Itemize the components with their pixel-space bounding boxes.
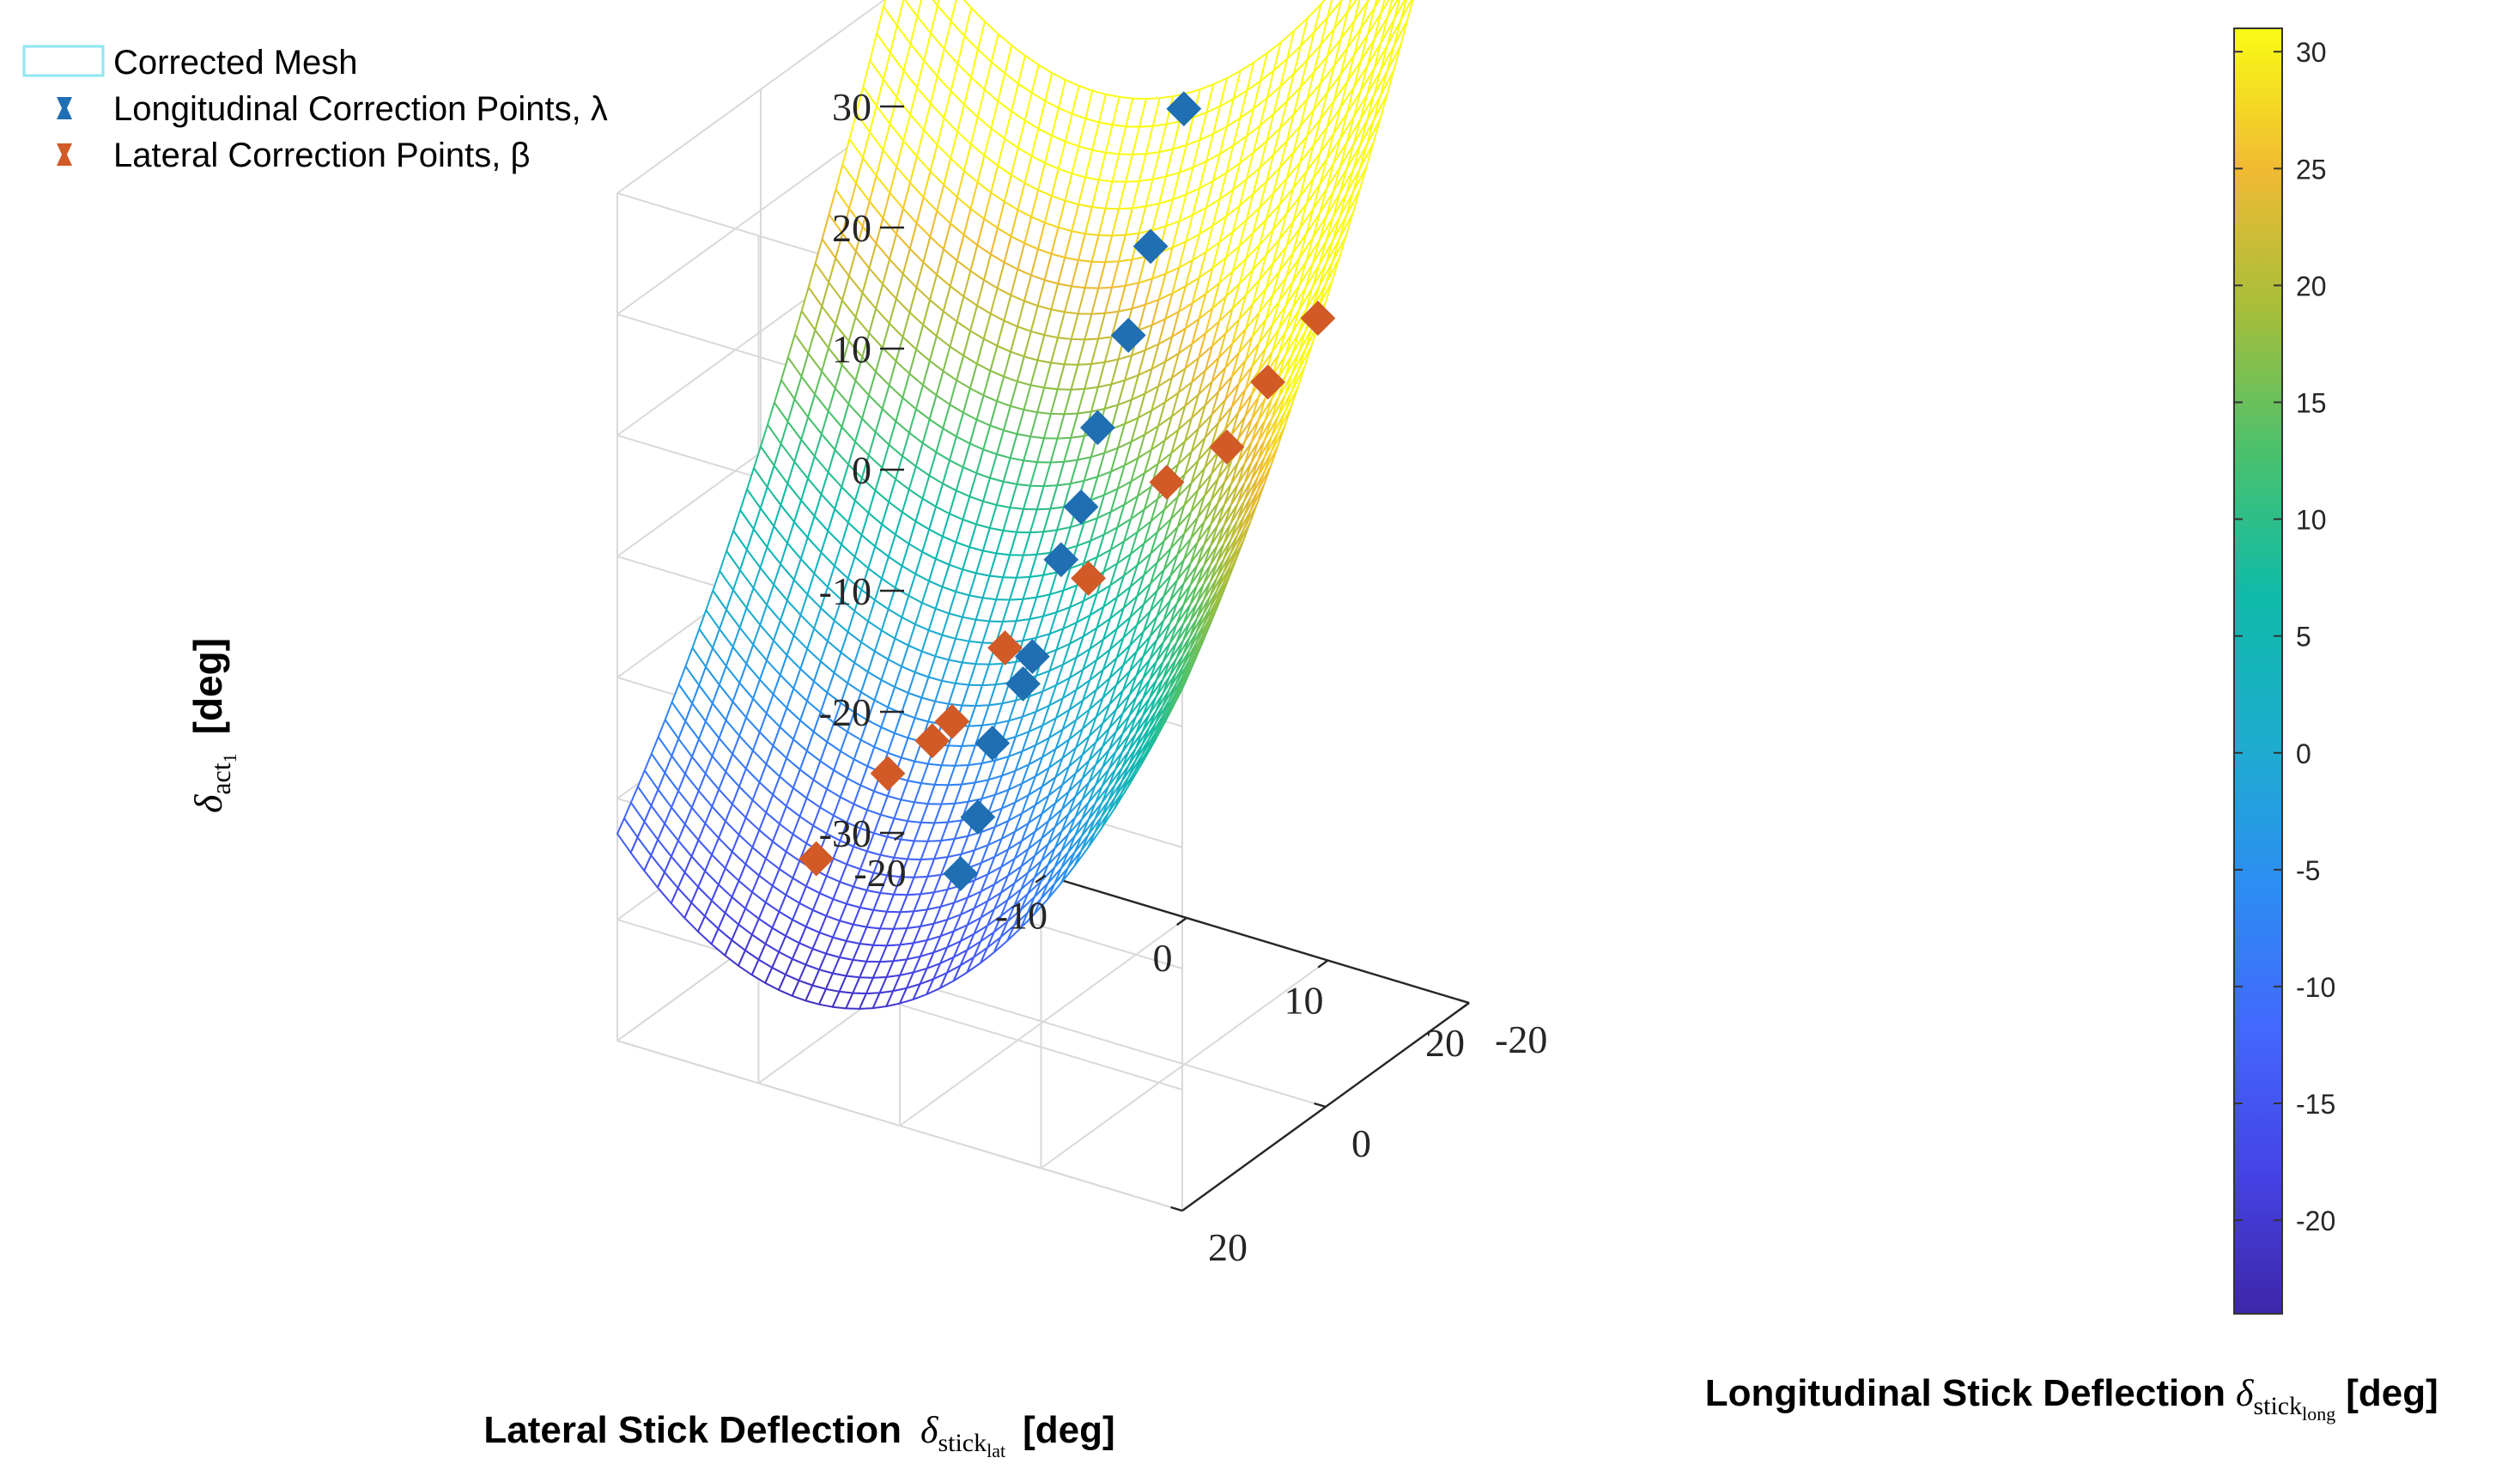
y-tick-2 <box>1170 1206 1183 1212</box>
colorbar-tick-label-3: -5 <box>2296 855 2320 886</box>
longitudinal-point-5 <box>1043 542 1079 578</box>
surface-cell <box>1373 0 1381 9</box>
longitudinal-point-4 <box>1063 489 1099 525</box>
lateral-point-0 <box>799 841 835 877</box>
z-tick-label-7: 40 <box>832 0 871 8</box>
lateral-point-8 <box>1250 364 1286 400</box>
colorbar-tick-label-7: 15 <box>2296 388 2327 419</box>
correction-points <box>799 91 1336 891</box>
legend-lateral-label: Lateral Correction Points, β <box>113 137 530 174</box>
longitudinal-point-10 <box>943 855 979 891</box>
surface-cell <box>1346 0 1357 13</box>
legend-corrected-mesh-swatch <box>22 45 105 77</box>
longitudinal-point-6 <box>1014 639 1050 675</box>
x-tick-label-4: 20 <box>1425 1021 1465 1065</box>
longitudinal-point-0 <box>1166 91 1202 127</box>
surface-cell <box>1387 0 1399 18</box>
surface-cell <box>1380 0 1390 14</box>
surface-mesh <box>616 0 1414 1010</box>
z-tick-label-4: 10 <box>832 327 871 371</box>
colorbar-gradient <box>2233 27 2283 1315</box>
lateral-point-4 <box>987 630 1023 665</box>
right-wall-grid-z-0 <box>616 1040 1183 1212</box>
colorbar: -20 -15 -10 -5 0 5 10 15 20 25 30 <box>2233 27 2335 1315</box>
z-tick-label-6: 30 <box>832 85 871 129</box>
x-tick-label-1: -10 <box>995 894 1047 938</box>
z-tick-label-3: 0 <box>852 448 871 492</box>
surface-cell <box>1400 0 1412 21</box>
z-tick-label-1: -20 <box>819 690 871 734</box>
left-wall-grid-z-7 <box>616 0 886 194</box>
y-tick-1 <box>1314 1102 1327 1109</box>
x-tick-4 <box>1458 1002 1470 1011</box>
lateral-point-2 <box>914 723 950 759</box>
lateral-point-1 <box>870 756 906 792</box>
colorbar-tick-label-10: 30 <box>2296 37 2327 68</box>
y-tick-label-2: 20 <box>1208 1225 1248 1269</box>
colorbar-tick-label-4: 0 <box>2296 738 2311 769</box>
colorbar-tick-label-8: 20 <box>2296 270 2327 301</box>
z-tick-label-5: 20 <box>832 206 871 250</box>
z-tick-label-2: -10 <box>819 569 871 613</box>
lateral-point-9 <box>1300 301 1336 337</box>
lateral-point-7 <box>1209 429 1245 465</box>
x-axis-title-math: δsticklat [deg] <box>920 1409 1115 1461</box>
colorbar-tick-label-6: 10 <box>2296 505 2327 536</box>
lateral-point-6 <box>1149 465 1185 501</box>
y-axis-title-math: δsticklong [deg] <box>2236 1372 2438 1425</box>
longitudinal-point-3 <box>1079 410 1115 446</box>
right-wall-grid-z-1 <box>616 919 1183 1090</box>
longitudinal-point-7 <box>1005 665 1041 702</box>
y-tick-label-1: 0 <box>1351 1121 1371 1165</box>
x-tick-label-2: 0 <box>1153 936 1173 980</box>
x-tick-label-3: 10 <box>1284 979 1324 1023</box>
x-axis-title: Lateral Stick Deflection <box>483 1409 902 1451</box>
surface-cell <box>1394 0 1406 21</box>
colorbar-tick-label-1: -15 <box>2296 1089 2335 1120</box>
x-tick-3 <box>1317 959 1329 969</box>
legend-corrected-mesh-label: Corrected Mesh <box>113 44 358 82</box>
longitudinal-point-9 <box>960 799 996 835</box>
y-axis-title: Longitudinal Stick Deflection <box>1705 1372 2225 1414</box>
z-tick-label-0: -30 <box>819 811 871 855</box>
colorbar-ticks: -20 -15 -10 -5 0 5 10 15 20 25 30 <box>2234 37 2335 1236</box>
surface-cell <box>1340 0 1344 3</box>
x-tick-label-0: -20 <box>853 851 906 895</box>
longitudinal-point-1 <box>1132 228 1169 264</box>
colorbar-tick-label-2: -10 <box>2296 972 2335 1003</box>
y-tick-0 <box>1457 998 1470 1005</box>
z-axis-title: δact1[deg] <box>185 638 240 813</box>
colorbar-tick-label-9: 25 <box>2296 154 2327 185</box>
x-tick-0 <box>893 832 905 841</box>
legend: Corrected Mesh Longitudinal Correction P… <box>22 44 608 174</box>
y-tick-label-0: -20 <box>1495 1018 1547 1061</box>
longitudinal-point-2 <box>1110 318 1146 353</box>
lateral-point-5 <box>1071 561 1107 596</box>
lateral-point-3 <box>934 703 970 739</box>
legend-longitudinal-label: Longitudinal Correction Points, λ <box>113 90 608 128</box>
colorbar-tick-label-0: -20 <box>2296 1206 2335 1236</box>
legend-lateral-marker <box>57 143 72 166</box>
colorbar-tick-label-5: 5 <box>2296 622 2311 653</box>
legend-longitudinal-marker <box>57 97 72 119</box>
longitudinal-point-8 <box>975 726 1011 761</box>
surface-cell <box>1367 0 1370 3</box>
x-tick-2 <box>1175 917 1187 926</box>
x-tick-1 <box>1035 874 1047 884</box>
